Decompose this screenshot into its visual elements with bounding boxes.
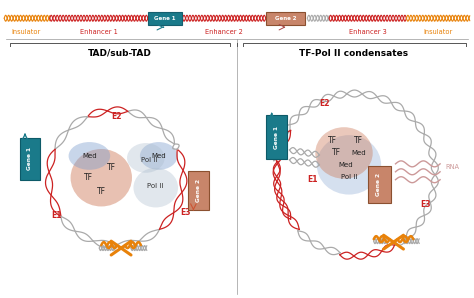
Ellipse shape (71, 149, 132, 207)
Text: Enhancer 1: Enhancer 1 (81, 29, 118, 35)
Text: TAD/sub-TAD: TAD/sub-TAD (88, 49, 152, 58)
Text: Med: Med (82, 153, 97, 159)
Ellipse shape (315, 127, 373, 179)
Text: Gene 2: Gene 2 (376, 173, 381, 196)
Text: Insulator: Insulator (11, 29, 41, 35)
Ellipse shape (69, 142, 110, 170)
Text: TF: TF (332, 148, 340, 157)
Text: TF: TF (355, 136, 364, 145)
Text: E1: E1 (307, 175, 318, 184)
Text: Med: Med (151, 153, 166, 159)
Ellipse shape (127, 143, 164, 173)
FancyBboxPatch shape (148, 12, 182, 25)
Text: TF: TF (107, 163, 116, 172)
Text: Gene 2: Gene 2 (196, 179, 201, 202)
Ellipse shape (140, 142, 178, 170)
Text: E3: E3 (180, 208, 191, 217)
Text: Pol II: Pol II (146, 183, 163, 189)
FancyBboxPatch shape (188, 171, 209, 210)
Text: TF: TF (84, 173, 93, 182)
Text: E1: E1 (52, 211, 62, 220)
Text: Insulator: Insulator (423, 29, 453, 35)
Text: Gene 1: Gene 1 (274, 125, 279, 149)
Text: Gene 2: Gene 2 (275, 16, 296, 21)
FancyBboxPatch shape (266, 115, 287, 159)
Text: TF-Pol II condensates: TF-Pol II condensates (300, 49, 409, 58)
Text: Pol II: Pol II (141, 157, 157, 163)
Text: Gene 1: Gene 1 (155, 16, 176, 21)
Ellipse shape (317, 135, 381, 195)
FancyBboxPatch shape (368, 166, 391, 203)
Text: Med: Med (352, 150, 366, 156)
Text: E2: E2 (319, 99, 329, 108)
Text: TF: TF (328, 136, 337, 145)
FancyBboxPatch shape (266, 12, 305, 25)
Text: Enhancer 2: Enhancer 2 (205, 29, 243, 35)
Text: E3: E3 (420, 200, 430, 209)
Text: RNA: RNA (445, 164, 459, 170)
Text: Pol II: Pol II (341, 174, 357, 180)
Ellipse shape (134, 168, 178, 207)
Text: Enhancer 3: Enhancer 3 (349, 29, 387, 35)
Text: Gene 1: Gene 1 (27, 147, 32, 170)
Text: TF: TF (97, 187, 106, 196)
Text: E2: E2 (111, 112, 121, 121)
Text: Med: Med (338, 162, 353, 168)
FancyBboxPatch shape (19, 138, 40, 180)
